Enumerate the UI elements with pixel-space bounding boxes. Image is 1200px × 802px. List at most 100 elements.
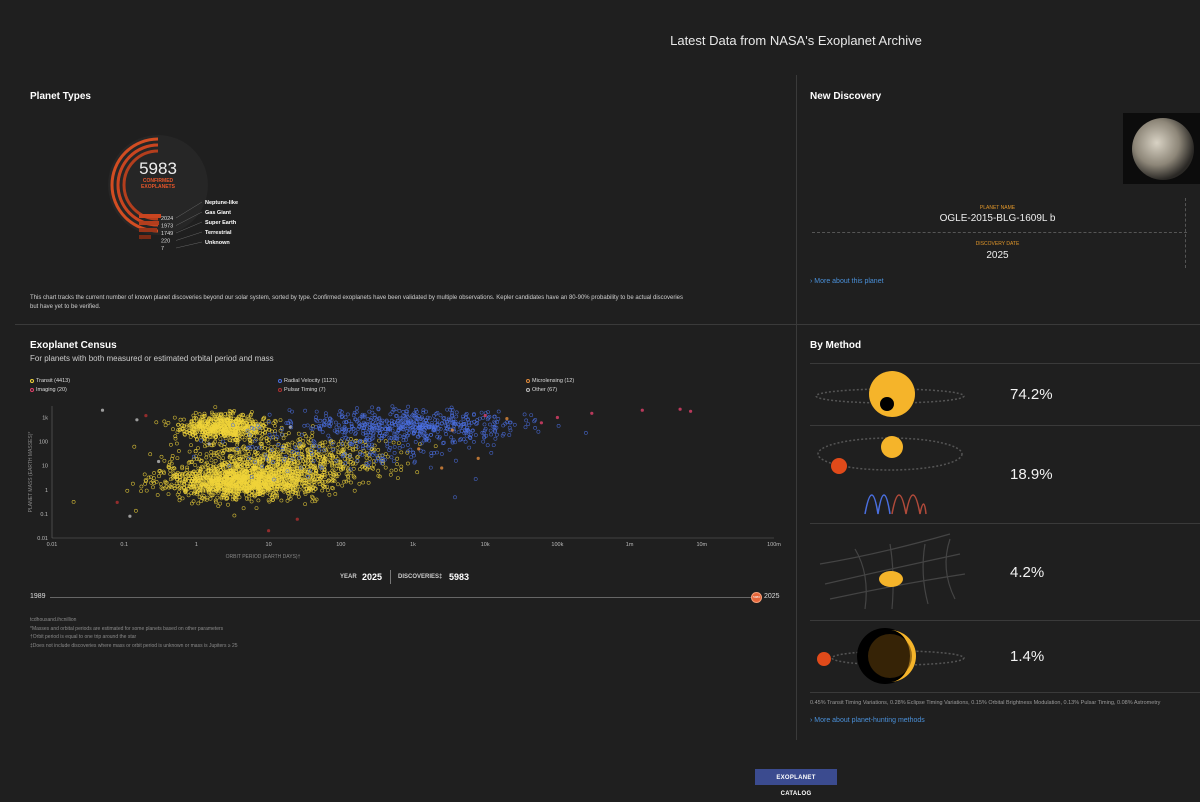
footnote: †Orbit period is equal to one trip aroun… bbox=[30, 633, 238, 642]
data-point bbox=[394, 468, 397, 471]
data-point bbox=[194, 450, 197, 453]
data-point bbox=[348, 447, 351, 450]
data-point bbox=[396, 477, 399, 480]
data-point bbox=[296, 518, 299, 521]
data-point bbox=[392, 460, 395, 463]
data-point bbox=[297, 432, 300, 435]
data-point bbox=[393, 451, 396, 454]
x-tick-label: 0.01 bbox=[47, 542, 58, 548]
exoplanet-catalog-button[interactable]: EXOPLANET CATALOG bbox=[755, 769, 837, 785]
data-point bbox=[377, 469, 380, 472]
x-tick-label: 1m bbox=[626, 542, 634, 548]
data-point bbox=[297, 495, 300, 498]
data-point bbox=[346, 413, 349, 416]
legend-other[interactable]: Other (67) bbox=[526, 387, 557, 393]
data-point bbox=[344, 416, 347, 419]
data-point bbox=[200, 500, 203, 503]
slider-start-label: 1989 bbox=[30, 593, 46, 600]
data-point bbox=[145, 489, 148, 492]
data-point bbox=[486, 444, 489, 447]
data-point bbox=[389, 473, 392, 476]
data-point bbox=[451, 429, 454, 432]
legend-transit[interactable]: Transit (4413) bbox=[30, 378, 70, 384]
data-point bbox=[216, 496, 219, 499]
data-point bbox=[392, 441, 395, 444]
data-point bbox=[187, 494, 190, 497]
new-discovery-title: New Discovery bbox=[810, 91, 881, 102]
data-point bbox=[223, 445, 226, 448]
data-point bbox=[192, 500, 195, 503]
year-slider-handle[interactable]: 5983 bbox=[751, 592, 762, 603]
data-point bbox=[241, 446, 244, 449]
data-point bbox=[270, 445, 273, 448]
data-point bbox=[306, 424, 309, 427]
year-slider-track[interactable] bbox=[50, 597, 756, 598]
data-point bbox=[476, 422, 479, 425]
data-point bbox=[439, 414, 442, 417]
legend-pulsar-timing[interactable]: Pulsar Timing (7) bbox=[278, 387, 326, 393]
data-point bbox=[274, 432, 277, 435]
data-point bbox=[327, 434, 330, 437]
divider-horizontal bbox=[15, 324, 1200, 325]
data-point bbox=[151, 486, 154, 489]
data-point bbox=[394, 408, 397, 411]
data-point bbox=[355, 407, 358, 410]
data-point bbox=[406, 462, 409, 465]
data-point bbox=[484, 414, 487, 417]
x-tick-label: 10m bbox=[696, 542, 707, 548]
data-point bbox=[406, 443, 409, 446]
data-point bbox=[524, 426, 527, 429]
legend-radial-velocity[interactable]: Radial Velocity (1121) bbox=[278, 378, 337, 384]
data-point bbox=[133, 445, 136, 448]
data-point bbox=[219, 438, 222, 441]
x-tick-label: 1k bbox=[410, 542, 416, 548]
data-point bbox=[502, 424, 505, 427]
data-point bbox=[372, 463, 375, 466]
data-point bbox=[417, 447, 420, 450]
data-point bbox=[488, 423, 491, 426]
data-point bbox=[179, 418, 182, 421]
planet-icon bbox=[880, 397, 894, 411]
data-point bbox=[101, 409, 104, 412]
data-point bbox=[319, 419, 322, 422]
imaging-illustration bbox=[817, 628, 964, 684]
legend-microlensing[interactable]: Microlensing (12) bbox=[526, 378, 574, 384]
data-point bbox=[489, 429, 492, 432]
more-about-methods-link[interactable]: › More about planet-hunting methods bbox=[810, 717, 925, 724]
type-count: 1973 bbox=[161, 224, 173, 230]
data-point bbox=[328, 445, 331, 448]
data-point bbox=[194, 411, 197, 414]
data-point bbox=[414, 440, 417, 443]
data-point bbox=[437, 427, 440, 430]
legend-imaging[interactable]: Imaging (20) bbox=[30, 387, 67, 393]
data-point bbox=[477, 457, 480, 460]
data-point bbox=[190, 502, 193, 505]
data-point bbox=[182, 418, 185, 421]
transit-illustration bbox=[816, 371, 964, 417]
data-point bbox=[497, 417, 500, 420]
data-point bbox=[540, 421, 543, 424]
data-point bbox=[304, 503, 307, 506]
planet-types-title: Planet Types bbox=[30, 91, 91, 102]
data-point bbox=[176, 457, 179, 460]
data-point bbox=[398, 409, 401, 412]
planet-image bbox=[1123, 113, 1200, 184]
data-point bbox=[354, 433, 357, 436]
data-point bbox=[457, 431, 460, 434]
data-point bbox=[384, 453, 387, 456]
type-name: Terrestrial bbox=[205, 230, 232, 236]
data-point bbox=[290, 410, 293, 413]
planet-types-description: This chart tracks the current number of … bbox=[30, 294, 690, 312]
data-point bbox=[450, 436, 453, 439]
data-point bbox=[334, 421, 337, 424]
data-point bbox=[390, 469, 393, 472]
data-point bbox=[197, 502, 200, 505]
data-point bbox=[341, 484, 344, 487]
data-point bbox=[144, 414, 147, 417]
data-point bbox=[381, 419, 384, 422]
planet-types-chart: 5983 CONFIRMED EXOPLANETS 2024Neptune-li… bbox=[90, 130, 290, 260]
data-point bbox=[208, 442, 211, 445]
data-point bbox=[321, 430, 324, 433]
data-point bbox=[267, 529, 270, 532]
more-about-planet-link[interactable]: › More about this planet bbox=[810, 278, 884, 285]
